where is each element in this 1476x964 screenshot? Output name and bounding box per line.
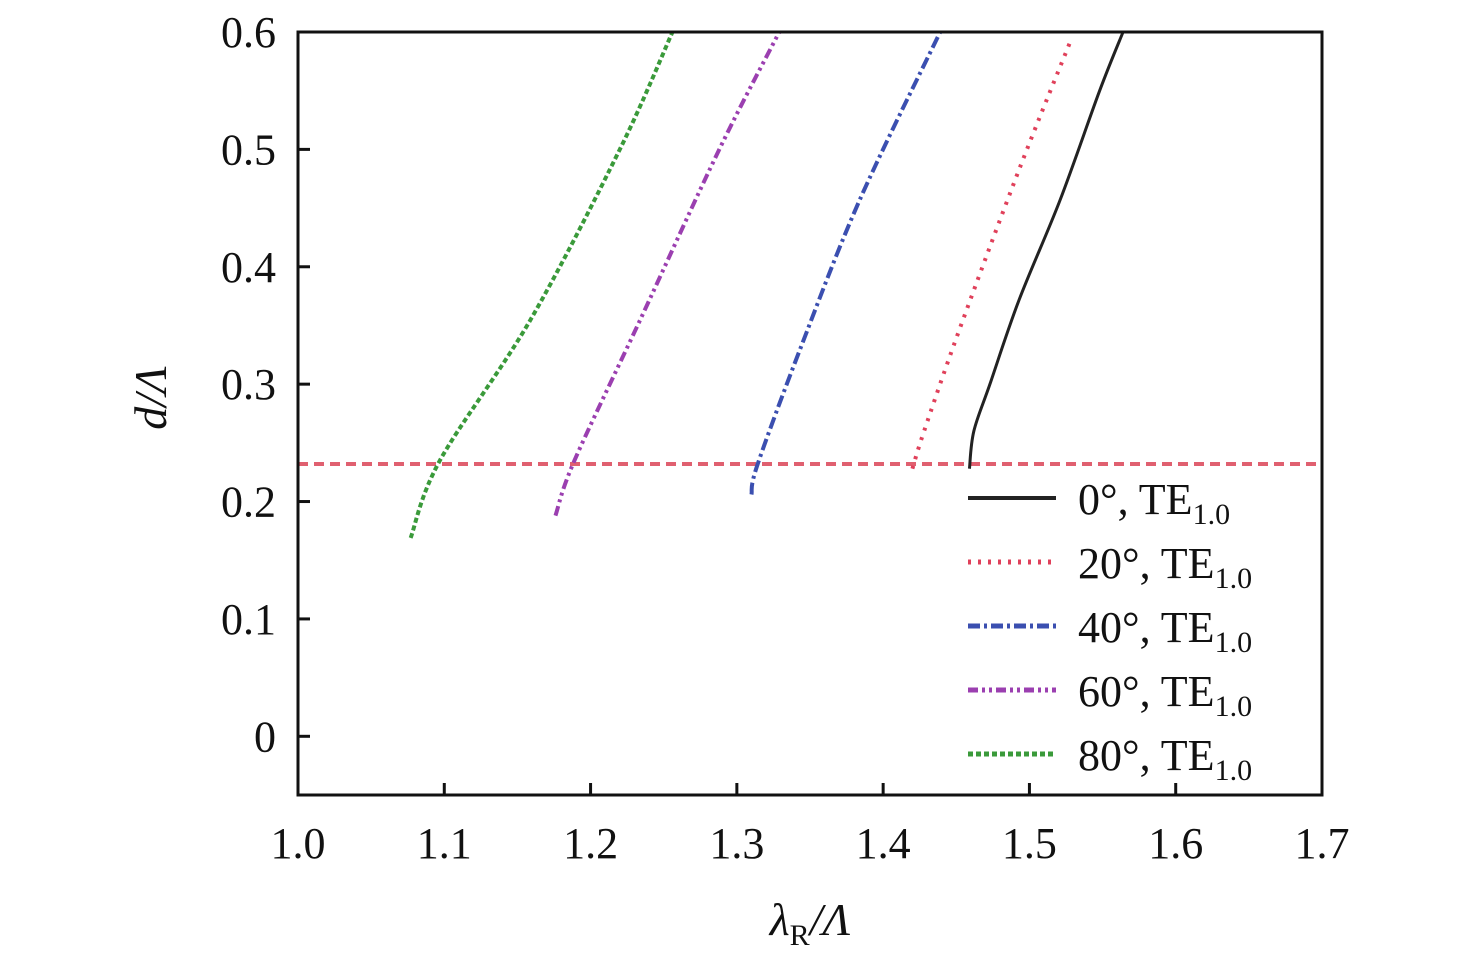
y-tick-label: 0.6 bbox=[221, 8, 276, 57]
y-axis-label: d/Λ bbox=[125, 366, 176, 430]
y-tick-label: 0.4 bbox=[221, 243, 276, 292]
legend-label-4: 80°, TE1.0 bbox=[1078, 731, 1252, 787]
x-axis-label: λR/Λ bbox=[768, 894, 851, 952]
series-line-1 bbox=[910, 40, 1073, 470]
y-tick-label: 0.2 bbox=[221, 478, 276, 527]
plot-marks bbox=[298, 31, 1322, 539]
y-tick-label: 0 bbox=[254, 712, 276, 761]
y-tick-label: 0.3 bbox=[221, 360, 276, 409]
y-tick-label: 0.5 bbox=[221, 125, 276, 174]
x-tick-label: 1.7 bbox=[1295, 819, 1350, 868]
x-tick-label: 1.4 bbox=[856, 819, 911, 868]
x-tick-label: 1.1 bbox=[417, 819, 472, 868]
legend: 0°, TE1.0 20°, TE1.0 40°, TE1.0 60°, TE1.0 8… bbox=[968, 475, 1252, 787]
plot-frame bbox=[296, 30, 1324, 797]
series-line-2 bbox=[749, 31, 942, 495]
axis-ticks: 1.0 1.1 1.2 1.3 1.4 1.5 1.6 1.7 0 0.1 0.2 0.3 0.4 0.5… bbox=[221, 8, 1350, 868]
series-line-4 bbox=[408, 31, 675, 539]
x-tick-label: 1.0 bbox=[271, 819, 326, 868]
x-tick-label: 1.3 bbox=[709, 819, 764, 868]
x-tick-label: 1.6 bbox=[1148, 819, 1203, 868]
series-line-3 bbox=[553, 31, 782, 517]
y-tick-label: 0.1 bbox=[221, 595, 276, 644]
series-line-0 bbox=[967, 31, 1125, 469]
x-tick-label: 1.5 bbox=[1002, 819, 1057, 868]
legend-label-1: 20°, TE1.0 bbox=[1078, 539, 1252, 595]
legend-label-0: 0°, TE1.0 bbox=[1078, 475, 1230, 531]
x-tick-label: 1.2 bbox=[563, 819, 618, 868]
legend-label-2: 40°, TE1.0 bbox=[1078, 603, 1252, 659]
legend-label-3: 60°, TE1.0 bbox=[1078, 667, 1252, 723]
